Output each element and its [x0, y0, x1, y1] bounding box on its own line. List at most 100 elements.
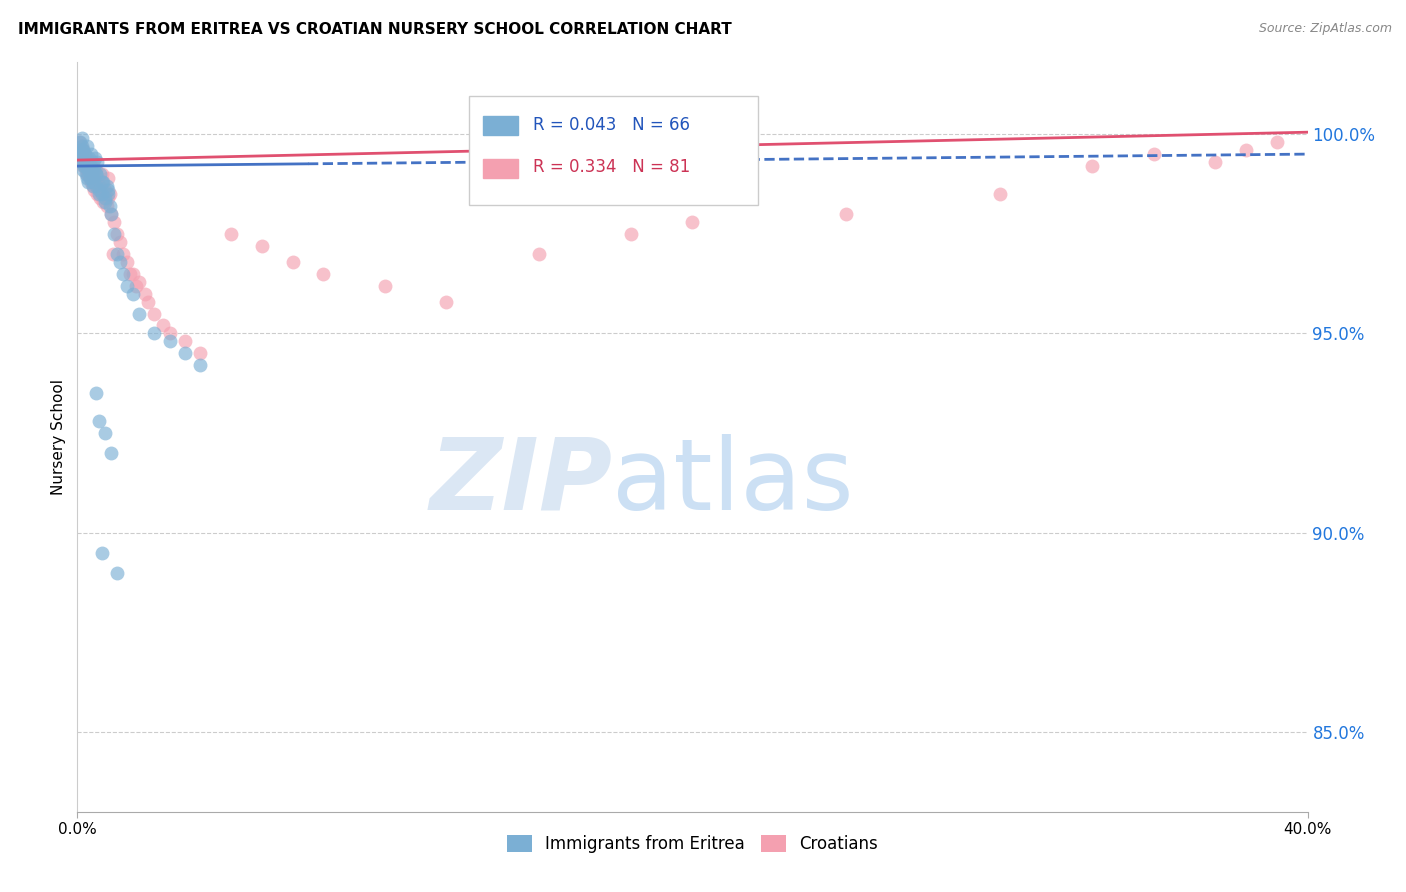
Point: [70, 155, 93, 169]
Point: [159, 334, 181, 349]
Point: [90, 186, 114, 201]
Point: [77, 175, 100, 189]
Point: [86, 186, 108, 201]
Y-axis label: Nursery School: Nursery School: [51, 379, 66, 495]
FancyBboxPatch shape: [484, 116, 517, 135]
Text: Source: ZipAtlas.com: Source: ZipAtlas.com: [1258, 22, 1392, 36]
Point: [76, 139, 98, 153]
Point: [72, 151, 94, 165]
Text: atlas: atlas: [613, 434, 853, 531]
Point: [174, 346, 197, 360]
Point: [69, 147, 91, 161]
Point: [84, 163, 107, 178]
Point: [84, 179, 107, 194]
Point: [83, 183, 105, 197]
Point: [82, 167, 104, 181]
Point: [69, 147, 91, 161]
Point: [134, 286, 156, 301]
Point: [97, 186, 120, 201]
Point: [70, 131, 93, 145]
Point: [79, 171, 101, 186]
Point: [73, 159, 96, 173]
Point: [77, 159, 100, 173]
Point: [69, 151, 91, 165]
Point: [83, 167, 105, 181]
Point: [69, 135, 91, 149]
Point: [82, 171, 104, 186]
Point: [77, 163, 100, 178]
Point: [84, 386, 107, 401]
Point: [97, 183, 120, 197]
Point: [101, 246, 124, 260]
Point: [188, 359, 212, 373]
Point: [105, 246, 128, 260]
Point: [84, 151, 107, 165]
Point: [82, 179, 104, 194]
Point: [72, 155, 94, 169]
Point: [128, 275, 150, 289]
Point: [97, 171, 120, 186]
Point: [89, 191, 111, 205]
Point: [77, 167, 100, 181]
Point: [80, 155, 103, 169]
Point: [73, 159, 96, 173]
Point: [82, 155, 104, 169]
Point: [75, 151, 97, 165]
Point: [98, 199, 121, 213]
Point: [93, 175, 115, 189]
Point: [121, 286, 143, 301]
Point: [79, 171, 101, 186]
Point: [90, 167, 114, 181]
Point: [98, 186, 121, 201]
Point: [72, 143, 94, 157]
Point: [73, 147, 96, 161]
Text: R = 0.043   N = 66: R = 0.043 N = 66: [533, 116, 689, 134]
Point: [312, 267, 335, 281]
Point: [620, 227, 643, 241]
Point: [174, 334, 197, 349]
Point: [105, 227, 128, 241]
Point: [86, 167, 108, 181]
FancyBboxPatch shape: [484, 159, 517, 178]
Point: [86, 155, 108, 169]
Point: [73, 159, 96, 173]
Point: [1143, 147, 1166, 161]
Point: [94, 186, 117, 201]
Point: [67, 135, 90, 149]
Point: [103, 227, 125, 241]
Point: [70, 151, 93, 165]
Text: R = 0.334   N = 81: R = 0.334 N = 81: [533, 159, 690, 177]
Point: [76, 167, 98, 181]
Point: [67, 143, 90, 157]
Point: [100, 207, 122, 221]
Point: [100, 446, 122, 460]
Point: [70, 139, 93, 153]
Point: [87, 186, 110, 201]
Point: [1204, 155, 1226, 169]
Point: [143, 306, 166, 320]
Point: [112, 246, 135, 260]
Point: [94, 191, 117, 205]
Point: [82, 175, 104, 189]
Point: [97, 191, 120, 205]
Point: [70, 143, 93, 157]
Point: [70, 139, 93, 153]
Point: [1234, 143, 1257, 157]
Point: [988, 186, 1011, 201]
Point: [82, 167, 104, 181]
Point: [76, 155, 98, 169]
Point: [115, 254, 138, 268]
Point: [96, 199, 118, 213]
Point: [835, 207, 858, 221]
Point: [86, 179, 108, 194]
Text: IMMIGRANTS FROM ERITREA VS CROATIAN NURSERY SCHOOL CORRELATION CHART: IMMIGRANTS FROM ERITREA VS CROATIAN NURS…: [18, 22, 733, 37]
Point: [79, 163, 101, 178]
Point: [152, 318, 174, 333]
Point: [80, 163, 103, 178]
Point: [110, 254, 132, 268]
Point: [115, 278, 138, 293]
Point: [72, 143, 94, 157]
Point: [69, 143, 91, 157]
Point: [125, 278, 148, 293]
Point: [83, 163, 105, 178]
